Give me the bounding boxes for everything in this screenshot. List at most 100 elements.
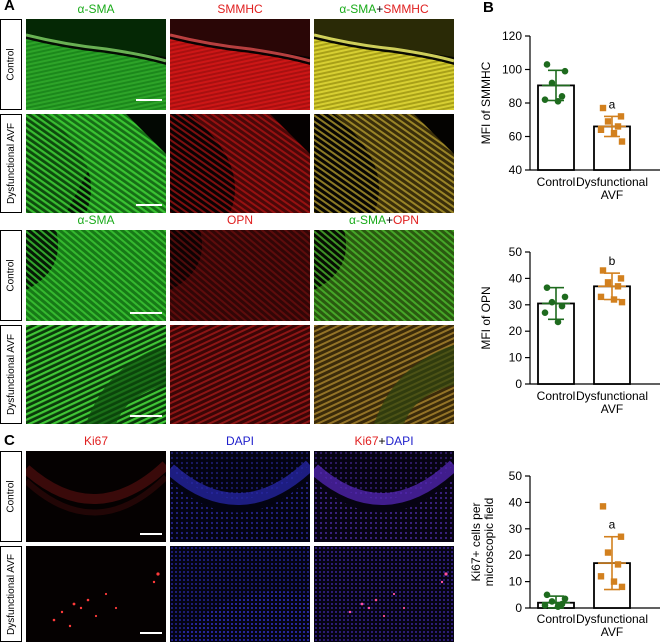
data-point: [543, 284, 551, 291]
data-point: [541, 602, 549, 609]
data-point: [614, 123, 622, 130]
y-tick-label: 120: [502, 29, 522, 43]
significance-label: a: [609, 518, 616, 532]
row-label-avf-a2: Dysfunctional AVF: [0, 325, 22, 424]
y-tick-label: 40: [509, 495, 523, 509]
heading-merge-opn: α-SMA+OPN: [349, 213, 419, 227]
y-axis-title: MFI of SMMHC: [479, 61, 493, 144]
data-point: [558, 93, 566, 100]
micrograph-control-alpha-sma: [26, 19, 166, 110]
chart-ki67-cells: 0 10 20 30 40 50 Ki67+ cells per microscopic fi…: [469, 469, 660, 639]
data-point: [618, 138, 626, 145]
row-label-control-a1: Control: [0, 19, 22, 110]
heading-merge-ki67: Ki67+DAPI: [354, 434, 414, 448]
micrograph-control-merge-opn: [314, 230, 454, 321]
chart-mfi-smmhc: 40 60 80 100 120 MFI of SMMHC Control a Dysfunct…: [479, 29, 660, 202]
data-point: [610, 129, 618, 137]
row-label-control-c: Control: [0, 451, 22, 542]
data-point: [561, 67, 569, 75]
micrograph-avf-alpha-sma-2: [26, 325, 166, 424]
data-point: [604, 549, 612, 556]
data-point: [599, 503, 607, 510]
data-point: [610, 578, 618, 585]
y-tick-label: 50: [509, 469, 523, 483]
heading-opn: OPN: [226, 213, 253, 227]
significance-label: a: [609, 97, 616, 111]
data-point: [554, 318, 562, 326]
micrograph-control-ki67: [26, 451, 166, 542]
data-point: [597, 573, 605, 580]
y-tick-label: 20: [509, 324, 523, 338]
chart-mfi-opn: 0 10 20 30 40 50 MFI of OPN Control b Dysfunction…: [479, 245, 660, 416]
heading-dapi: DAPI: [225, 434, 254, 448]
x-category-label: Dysfunctional: [576, 612, 648, 626]
micrograph-avf-ki67: [26, 546, 166, 642]
micrograph-avf-alpha-sma: [26, 114, 166, 213]
heading-merge-smmhc: α-SMA+SMMHC: [339, 2, 429, 16]
y-axis-title-line: microscopic field: [482, 498, 496, 587]
y-tick-label: 0: [515, 601, 522, 615]
micrograph-avf-dapi: [170, 546, 310, 642]
x-category-label: AVF: [601, 625, 623, 639]
y-tick-label: 40: [509, 271, 523, 285]
data-point: [610, 296, 618, 303]
y-tick-label: 50: [509, 245, 523, 259]
panel-letter-c: C: [4, 432, 15, 449]
x-category-label: Dysfunctional: [576, 175, 648, 189]
y-axis-title-line: Ki67+ cells per: [469, 502, 483, 581]
y-tick-label: 30: [509, 298, 523, 312]
y-tick-label: 0: [515, 377, 522, 391]
heading-alpha-sma-2: α-SMA: [77, 213, 115, 227]
data-point: [548, 598, 556, 605]
heading-smmhc: SMMHC: [217, 2, 263, 16]
micrograph-control-opn: [170, 230, 310, 321]
row-label-avf-c: Dysfunctional AVF: [0, 546, 22, 642]
y-axis-title: MFI of OPN: [479, 286, 493, 349]
x-category-label: Control: [537, 175, 576, 189]
micrograph-avf-merge-opn: [314, 325, 454, 424]
x-category-label: AVF: [601, 188, 623, 202]
data-point: [561, 293, 569, 301]
heading-ki67: Ki67: [83, 434, 109, 448]
micrograph-avf-opn: [170, 325, 310, 424]
data-point: [554, 98, 562, 105]
data-point: [599, 267, 607, 274]
micrograph-avf-merge-ki67: [314, 546, 454, 642]
micrograph-control-alpha-sma-2: [26, 230, 166, 321]
row-label-avf-a1: Dysfunctional AVF: [0, 114, 22, 213]
y-tick-label: 40: [509, 163, 523, 177]
significance-label: b: [609, 254, 616, 268]
y-tick-label: 20: [509, 548, 523, 562]
data-point: [604, 118, 612, 125]
panel-letter-b: B: [483, 0, 494, 16]
data-point: [561, 595, 569, 603]
micrograph-control-merge-ki67: [314, 451, 454, 542]
x-category-label: Control: [537, 612, 576, 626]
data-point: [554, 603, 562, 610]
data-point: [597, 126, 605, 133]
micrograph-avf-smmhc: [170, 114, 310, 213]
data-point: [548, 79, 556, 87]
data-point: [618, 583, 626, 591]
data-point: [543, 591, 551, 599]
data-point: [599, 104, 607, 112]
x-category-label: Control: [537, 389, 576, 403]
y-tick-label: 10: [509, 351, 523, 365]
y-tick-label: 30: [509, 522, 523, 536]
y-tick-label: 10: [509, 575, 523, 589]
data-point: [617, 113, 625, 120]
data-point: [604, 279, 612, 286]
heading-alpha-sma: α-SMA: [77, 2, 115, 16]
y-tick-label: 80: [509, 96, 523, 110]
row-label-control-a2: Control: [0, 230, 22, 321]
data-point: [614, 561, 622, 568]
micrograph-control-dapi: [170, 451, 310, 542]
data-point: [617, 275, 625, 282]
data-point: [541, 96, 549, 103]
data-point: [548, 298, 556, 306]
micrograph-control-smmhc: [170, 19, 310, 110]
data-point: [617, 533, 625, 540]
y-tick-label: 60: [509, 130, 523, 144]
x-category-label: AVF: [601, 402, 623, 416]
data-point: [614, 283, 622, 290]
